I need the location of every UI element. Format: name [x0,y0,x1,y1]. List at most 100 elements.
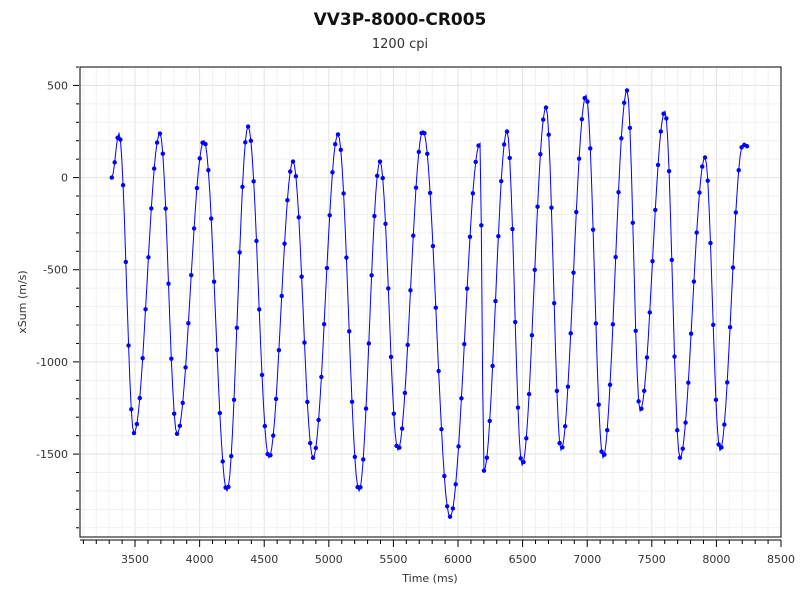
data-point [146,255,151,260]
data-point [137,395,142,401]
data-point [493,298,498,304]
data-point [487,418,492,424]
data-point [273,396,279,402]
data-point [259,372,265,378]
data-point [526,391,532,397]
data-point [174,431,180,436]
data-point [251,179,256,184]
data-point [599,449,604,454]
data-point [366,341,372,346]
data-point [700,164,705,169]
data-point [220,459,225,464]
data-point [386,286,391,291]
data-point [203,141,208,147]
data-point [672,354,677,359]
axes: 3500 4000 4500 5000 5500 6000 6500 7000 7500 8000… [36,66,795,566]
data-point [496,233,501,239]
data-point [129,407,134,412]
data-point [276,347,282,353]
data-point [422,131,427,136]
data-point [169,356,174,361]
data-point [694,230,699,235]
data-point [467,234,473,239]
data-point [229,453,234,459]
data-point [543,105,549,110]
data-point [697,190,702,195]
data-point [464,286,470,291]
data-point [462,341,467,347]
data-point [380,175,385,181]
data-point [627,125,633,131]
data-point [310,455,316,460]
data-point [535,204,540,209]
data-point [305,399,310,405]
data-point [112,160,117,165]
x-tick-label: 7500 [638,553,666,566]
data-point [568,331,573,336]
data-point [411,233,416,238]
data-point [686,380,691,385]
data-point [427,190,433,196]
data-point [596,402,601,407]
data-point [166,281,171,286]
data-point [722,422,727,427]
data-point [163,206,168,211]
data-point [248,138,254,144]
data-point [602,452,607,457]
data-point [677,455,683,460]
data-point [214,347,220,353]
data-point [157,131,163,136]
data-point [330,170,335,175]
data-point [633,328,638,333]
data-point [183,365,188,370]
grid [80,66,782,537]
data-point [513,319,518,325]
data-point [151,166,157,171]
data-point [299,274,304,279]
plot-frame [79,66,782,538]
data-point [499,178,504,184]
data-point [557,440,562,446]
data-point [621,100,627,106]
data-point [459,396,464,401]
data-point [610,322,616,327]
data-point [134,421,140,427]
data-point [582,95,587,101]
data-point [344,255,349,260]
chart-subtitle: 1200 cpi [371,37,429,52]
data-point [402,390,408,396]
data-point [243,140,248,145]
data-point [524,436,529,441]
data-point [607,382,613,387]
data-point [630,220,636,226]
data-point [388,354,394,360]
data-point [372,213,377,219]
data-point [186,321,191,326]
data-point [501,142,507,147]
data-point [574,209,579,215]
data-point [479,223,484,228]
data-point [688,331,694,336]
data-point [675,428,680,433]
data-point [571,270,576,275]
data-point [727,325,733,330]
data-point [636,399,641,404]
data-point [476,143,481,148]
data-point [160,151,166,156]
data-point [588,146,593,151]
x-tick-label: 6000 [444,553,472,566]
data-point [647,310,652,315]
y-tick-label: -500 [43,264,68,277]
data-point [439,427,444,432]
data-point [579,116,585,122]
data-point [436,368,441,374]
data-point [140,355,145,361]
data-point [585,99,590,104]
data-point [109,175,114,180]
data-point [711,322,716,327]
x-tick-label: 4500 [250,553,278,566]
data-point [333,142,338,147]
data-point [669,257,674,263]
